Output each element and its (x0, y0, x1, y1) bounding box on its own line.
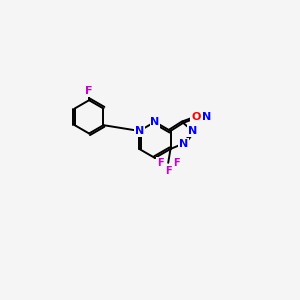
Text: N: N (188, 126, 197, 136)
Text: N: N (202, 112, 211, 122)
Text: N: N (135, 126, 144, 136)
Text: O: O (191, 112, 201, 122)
Text: F: F (165, 166, 172, 176)
Text: N: N (178, 139, 188, 148)
Text: F: F (173, 158, 180, 168)
Text: F: F (85, 86, 93, 96)
Text: N: N (150, 117, 160, 127)
Text: F: F (157, 158, 164, 168)
